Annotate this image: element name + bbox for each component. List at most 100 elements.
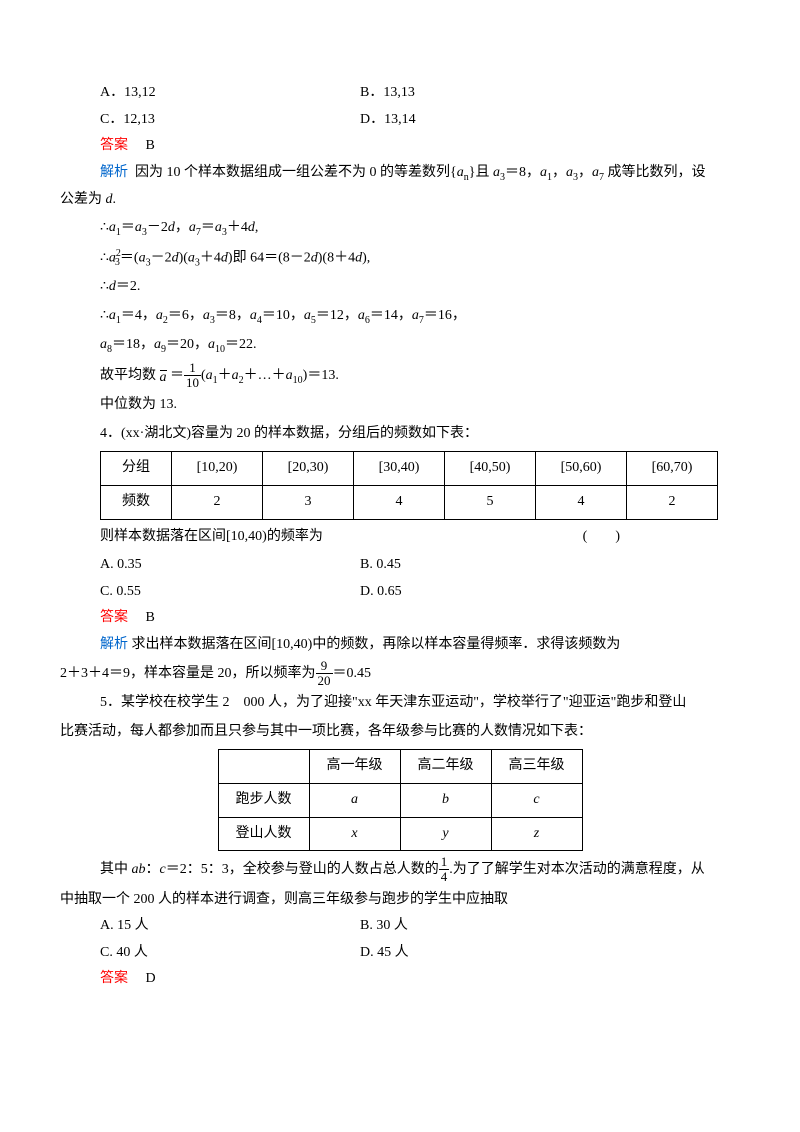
t: ＝	[170, 368, 184, 383]
t: .为了了解学生对本次活动的满意程度，从	[449, 862, 705, 877]
t: ∴	[100, 308, 109, 323]
t: ＝6，	[168, 308, 203, 323]
t: 2＋3＋4＝9，样本容量是 20，所以频率为	[60, 666, 316, 681]
q5-th-1: 高一年级	[309, 750, 400, 784]
q5-answer-label: 答案	[100, 971, 128, 986]
q5-answer-line: 答案 D	[60, 966, 740, 993]
q3-answer-label: 答案	[100, 138, 128, 153]
q5-stem1: 5．某学校在校学生 2 000 人，为了迎接"xx 年天津东亚运动"，学校举行了…	[100, 690, 740, 717]
t: ＝16，	[424, 308, 466, 323]
t: 9	[316, 659, 333, 674]
q4-answer-value: B	[146, 610, 155, 625]
q3-option-b: B．13,13	[360, 80, 415, 107]
t: ，	[578, 165, 592, 180]
t: ＝4，	[121, 308, 156, 323]
q4-option-b: B. 0.45	[360, 552, 401, 579]
q5-choices-row1: A. 15 人 B. 30 人	[100, 913, 740, 940]
t: ∴	[100, 220, 109, 235]
q4-option-a: A. 0.35	[100, 552, 360, 579]
t: )(8＋4	[318, 251, 355, 266]
t: )＝13.	[303, 368, 339, 383]
q4-th-5: [50,60)	[536, 452, 627, 486]
t: 公差为	[60, 192, 106, 207]
t: ＝2.	[116, 279, 141, 294]
q4-th-4: [40,50)	[445, 452, 536, 486]
q4-stem: 4．(xx·湖北文)容量为 20 的样本数据，分组后的频数如下表：	[100, 421, 740, 448]
q3-choices-row2: C．12,13 D．13,14	[100, 107, 740, 134]
q3-option-d: D．13,14	[360, 107, 416, 134]
q5-r2-3: z	[491, 817, 582, 851]
t: }且	[469, 165, 493, 180]
q3-step3: ∴d＝2.	[100, 274, 740, 301]
q3-option-c: C．12,13	[100, 107, 360, 134]
t: －2	[151, 251, 172, 266]
q4-td-3: 4	[354, 485, 445, 519]
t: 4	[439, 870, 450, 884]
t: 成等比数列，设	[604, 165, 706, 180]
q3-option-a: A．13,12	[100, 80, 360, 107]
q3-answer-value: B	[146, 138, 155, 153]
q5-th-2: 高二年级	[400, 750, 491, 784]
q5-stem2: 比赛活动，每人都参加而且只参与其中一项比赛，各年级参与比赛的人数情况如下表：	[60, 719, 740, 746]
q5-table: 高一年级 高二年级 高三年级 跑步人数 a b c 登山人数 x y z	[218, 749, 583, 851]
q4-row-label: 频数	[101, 485, 172, 519]
t: ＝0.45	[333, 666, 372, 681]
t: －2	[147, 220, 168, 235]
q4-th-3: [30,40)	[354, 452, 445, 486]
t: 其中	[100, 862, 132, 877]
q4-frequency-table: 分组 [10,20) [20,30) [30,40) [40,50) [50,6…	[100, 451, 718, 519]
t: 因为 10 个样本数据组成一组公差不为 0 的等差数列{	[135, 165, 457, 180]
q5-r2-2: y	[400, 817, 491, 851]
t: ＝	[201, 220, 215, 235]
q4-explanation: 解析 求出样本数据落在区间[10,40)中的频数，再除以样本容量得频率．求得该频…	[60, 632, 740, 659]
table-row: 跑步人数 a b c	[218, 783, 582, 817]
q4-expl-1: 求出样本数据落在区间[10,40)中的频数，再除以样本容量得频率．求得该频数为	[132, 637, 621, 652]
t: ＝(	[120, 251, 139, 266]
table-row: 登山人数 x y z	[218, 817, 582, 851]
q3-explanation: 解析 因为 10 个样本数据组成一组公差不为 0 的等差数列{an}且 a3＝8…	[60, 160, 740, 187]
table-row: 高一年级 高二年级 高三年级	[218, 750, 582, 784]
q4-td-2: 3	[263, 485, 354, 519]
q5-r2-label: 登山人数	[218, 817, 309, 851]
q4-td-4: 5	[445, 485, 536, 519]
q4-answer-line: 答案 B	[60, 605, 740, 632]
q4-tail: 则样本数据落在区间[10,40)的频率为 ( )	[100, 524, 740, 551]
t: ∴	[100, 251, 109, 266]
q4-td-1: 2	[172, 485, 263, 519]
t: ＋4	[227, 220, 248, 235]
t: 10	[184, 376, 201, 390]
t: ：	[146, 862, 160, 877]
q4-th-2: [20,30)	[263, 452, 354, 486]
q5-r1-1: a	[309, 783, 400, 817]
t: .	[113, 192, 117, 207]
q3-step1: ∴a1＝a3－2d，a7＝a3＋4d,	[100, 215, 740, 242]
t: ，	[552, 165, 566, 180]
t: ＝10，	[262, 308, 304, 323]
q4-expl-2: 2＋3＋4＝9，样本容量是 20，所以频率为920＝0.45	[60, 659, 740, 689]
q3-mean: 故平均数 a ＝110(a1＋a2＋…＋a10)＝13.	[100, 361, 740, 391]
q3-expl-text-1: 因为 10 个样本数据组成一组公差不为 0 的等差数列{an}且 a3＝8，a1…	[132, 165, 706, 180]
q5-option-a: A. 15 人	[100, 913, 360, 940]
q3-expl-line2: 公差为 d.	[60, 187, 740, 214]
q5-r1-3: c	[491, 783, 582, 817]
q3-answer-line: 答案 B	[60, 133, 740, 160]
q4-choices-row2: C. 0.55 D. 0.65	[100, 579, 740, 606]
t: ＝14，	[370, 308, 412, 323]
t: ＝	[121, 220, 135, 235]
t: ＋…＋	[244, 368, 286, 383]
t: ＝8，	[215, 308, 250, 323]
t: ＝18，	[112, 337, 154, 352]
q4-option-d: D. 0.65	[360, 579, 402, 606]
q3-step2: ∴a23＝(a3－2d)(a3＋4d)即 64＝(8－2d)(8＋4d),	[100, 244, 740, 272]
q5-option-b: B. 30 人	[360, 913, 408, 940]
page-container: A．13,12 B．13,13 C．12,13 D．13,14 答案 B 解析 …	[0, 0, 800, 1033]
t: ,	[255, 220, 259, 235]
t: )(	[179, 251, 188, 266]
q4-paren: ( )	[583, 524, 620, 551]
q5-th-3: 高三年级	[491, 750, 582, 784]
t: ＝8，	[505, 165, 540, 180]
t: ),	[362, 251, 370, 266]
t: 20	[316, 674, 333, 688]
q5-tail1: 其中 ab：c＝2：5：3，全校参与登山的人数占总人数的14.为了了解学生对本次…	[100, 855, 740, 885]
q4-td-5: 4	[536, 485, 627, 519]
